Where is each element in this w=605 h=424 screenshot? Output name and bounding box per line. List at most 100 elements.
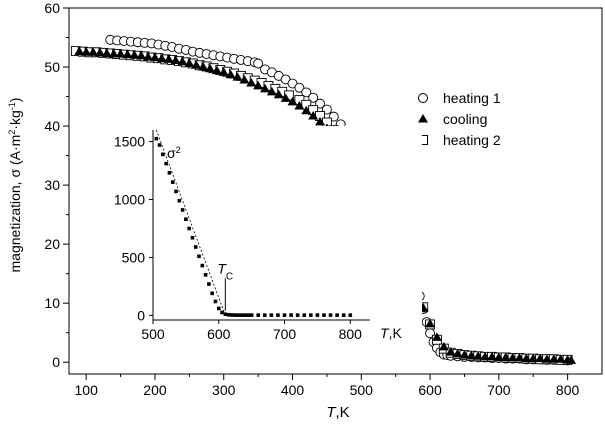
data-point-cooling bbox=[566, 355, 577, 364]
data-point-cooling bbox=[541, 354, 552, 363]
main-y-axis-label: magnetization, σ (A·m2·kg-1) bbox=[7, 98, 23, 273]
inset-x-tick-label: 800 bbox=[339, 326, 363, 342]
data-point-cooling bbox=[143, 51, 154, 61]
inset-x-tick-label: 500 bbox=[141, 326, 165, 342]
legend-label-heating-1: heating 1 bbox=[443, 90, 501, 106]
inset-series-markers bbox=[154, 136, 353, 317]
inset-axis-ticks: 500 600 700 800 0 500 1000 1500 bbox=[114, 134, 362, 342]
data-point-cooling bbox=[438, 341, 449, 351]
inset-data-point bbox=[289, 313, 293, 317]
x-tick-label: 400 bbox=[281, 382, 305, 398]
data-point-cooling bbox=[535, 353, 546, 363]
data-point-cooling bbox=[198, 62, 209, 71]
inset-data-point bbox=[236, 313, 241, 317]
data-point-cooling bbox=[74, 46, 85, 56]
data-point-cooling bbox=[88, 47, 99, 56]
inset-data-point bbox=[249, 313, 254, 317]
inset-data-point bbox=[302, 313, 307, 317]
main-x-axis-label: T,K bbox=[326, 404, 349, 421]
data-point-cooling bbox=[528, 353, 539, 363]
data-point-cooling bbox=[486, 351, 497, 361]
y-tick-label: 20 bbox=[44, 236, 60, 252]
inset-data-point bbox=[164, 161, 168, 166]
inset-background bbox=[105, 126, 422, 346]
data-point-cooling bbox=[225, 69, 236, 79]
x-tick-label: 700 bbox=[487, 382, 511, 398]
y-tick-label: 40 bbox=[44, 118, 60, 134]
data-point-cooling bbox=[191, 60, 202, 69]
data-point-cooling bbox=[94, 47, 105, 57]
data-point-cooling bbox=[459, 350, 470, 359]
x-tick-label: 600 bbox=[418, 382, 442, 398]
inset-data-point bbox=[233, 313, 237, 317]
inset-y-tick-label: 500 bbox=[122, 249, 146, 265]
data-point-cooling bbox=[156, 53, 167, 63]
x-tick-label: 800 bbox=[556, 382, 580, 398]
inset-data-point bbox=[154, 136, 159, 141]
inset-data-point bbox=[220, 310, 224, 315]
inset-data-point bbox=[322, 313, 326, 317]
inset-x-axis-label: T,K bbox=[380, 325, 402, 341]
data-point-cooling bbox=[280, 93, 291, 102]
data-point-heating-1 bbox=[253, 58, 264, 69]
data-point-cooling bbox=[431, 332, 442, 341]
inset-plot: 500 600 700 800 0 500 1000 1500 TC σ2 T,K bbox=[105, 126, 422, 346]
data-point-cooling bbox=[273, 89, 284, 99]
data-point-cooling bbox=[115, 49, 126, 58]
inset-y-tick-label: 0 bbox=[137, 307, 145, 323]
data-point-cooling bbox=[445, 347, 456, 356]
data-point-cooling bbox=[294, 100, 305, 110]
data-point-cooling bbox=[315, 116, 326, 126]
data-point-cooling bbox=[480, 351, 491, 361]
inset-data-point bbox=[243, 313, 247, 317]
inset-data-point bbox=[197, 254, 201, 259]
data-point-cooling bbox=[425, 318, 436, 328]
legend-label-cooling: cooling bbox=[443, 111, 487, 127]
legend-marker-open-circle bbox=[418, 93, 428, 103]
data-point-cooling bbox=[149, 52, 160, 62]
x-tick-label: 500 bbox=[350, 382, 374, 398]
legend: heating 1 cooling heating 2 bbox=[418, 90, 501, 148]
y-tick-label: 60 bbox=[44, 0, 60, 16]
data-point-cooling bbox=[473, 351, 484, 360]
legend-entry-heating-1: heating 1 bbox=[418, 90, 501, 106]
inset-axes bbox=[152, 130, 370, 321]
data-point-cooling bbox=[122, 49, 133, 59]
inset-data-point bbox=[223, 312, 228, 317]
data-point-cooling bbox=[521, 353, 532, 363]
inset-data-point bbox=[190, 235, 195, 240]
data-point-cooling bbox=[514, 353, 525, 362]
inset-data-point bbox=[203, 273, 208, 277]
data-point-cooling bbox=[211, 65, 222, 75]
inset-data-point bbox=[262, 313, 267, 317]
inset-y-tick-label: 1500 bbox=[114, 134, 145, 150]
data-point-cooling bbox=[253, 80, 264, 90]
inset-data-point bbox=[309, 313, 313, 317]
data-point-cooling bbox=[239, 75, 250, 84]
data-point-cooling bbox=[246, 77, 257, 87]
data-point-heating-1 bbox=[301, 87, 312, 98]
data-point-cooling bbox=[266, 86, 277, 96]
inset-data-point bbox=[174, 189, 178, 194]
inset-data-point bbox=[341, 313, 346, 317]
data-point-cooling bbox=[101, 48, 112, 57]
inset-y-tick-label: 1000 bbox=[114, 192, 145, 208]
data-point-cooling bbox=[301, 105, 312, 115]
inset-data-point bbox=[167, 171, 172, 175]
data-point-cooling bbox=[218, 67, 229, 76]
inset-data-point bbox=[335, 313, 339, 317]
inset-data-point bbox=[161, 152, 165, 157]
inset-data-point bbox=[187, 226, 191, 231]
inset-data-point bbox=[276, 313, 280, 317]
data-point-cooling bbox=[555, 354, 566, 363]
main-plot-frame bbox=[68, 7, 603, 375]
data-point-cooling bbox=[184, 58, 195, 67]
y-tick-label: 30 bbox=[44, 177, 60, 193]
data-point-cooling bbox=[81, 47, 92, 56]
y-tick-label: 10 bbox=[44, 295, 60, 311]
legend-label-heating-2: heating 2 bbox=[443, 132, 501, 148]
inset-data-point bbox=[269, 313, 274, 317]
data-point-cooling bbox=[177, 56, 188, 66]
inset-data-point bbox=[239, 313, 244, 317]
